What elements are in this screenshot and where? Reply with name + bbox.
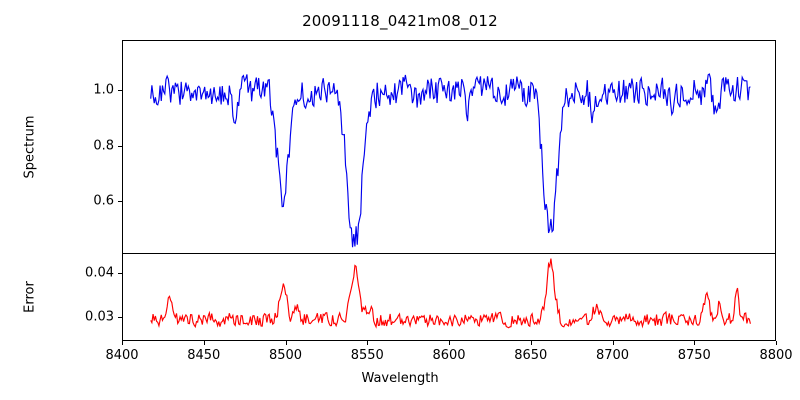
- x-axis-label: Wavelength: [361, 371, 439, 386]
- y-tick-mark: [118, 201, 122, 203]
- y-tick-label: 0.04: [85, 265, 114, 281]
- x-tick-label: 8400: [105, 348, 139, 363]
- y-tick-label: 0.6: [93, 193, 114, 209]
- y-tick-label: 1.0: [93, 82, 114, 98]
- x-tick-label: 8500: [268, 348, 303, 363]
- x-tick-label: 8600: [432, 348, 466, 363]
- page-title: 20091118_0421m08_012: [302, 12, 498, 30]
- x-tick-mark: [285, 341, 287, 345]
- x-tick-mark: [694, 341, 696, 345]
- error-panel: [122, 253, 776, 341]
- x-tick-label: 8700: [595, 348, 630, 363]
- x-tick-mark: [122, 341, 124, 345]
- y-tick-label: 0.8: [93, 138, 114, 154]
- spectrum-plot-area: [123, 41, 775, 253]
- x-tick-mark: [449, 341, 451, 345]
- y-axis-label-error: Error: [22, 281, 38, 313]
- spectrum-panel: [122, 40, 776, 254]
- y-tick-mark: [118, 316, 122, 318]
- spectrum-data-line: [151, 74, 751, 247]
- error-data-line: [151, 259, 751, 328]
- y-tick-mark: [118, 272, 122, 274]
- x-tick-mark: [203, 341, 205, 345]
- x-tick-mark: [776, 341, 778, 345]
- error-plot-area: [123, 254, 775, 340]
- y-axis-label-spectrum: Spectrum: [22, 115, 38, 179]
- x-tick-mark: [612, 341, 614, 345]
- x-tick-label: 8550: [350, 348, 384, 363]
- x-tick-mark: [367, 341, 369, 345]
- y-tick-label: 0.03: [85, 309, 114, 325]
- x-tick-label: 8450: [187, 348, 221, 363]
- x-tick-label: 8800: [759, 348, 793, 363]
- y-tick-mark: [118, 145, 122, 147]
- x-tick-mark: [530, 341, 532, 345]
- y-tick-mark: [118, 90, 122, 92]
- x-tick-label: 8750: [677, 348, 711, 363]
- x-tick-label: 8650: [514, 348, 548, 363]
